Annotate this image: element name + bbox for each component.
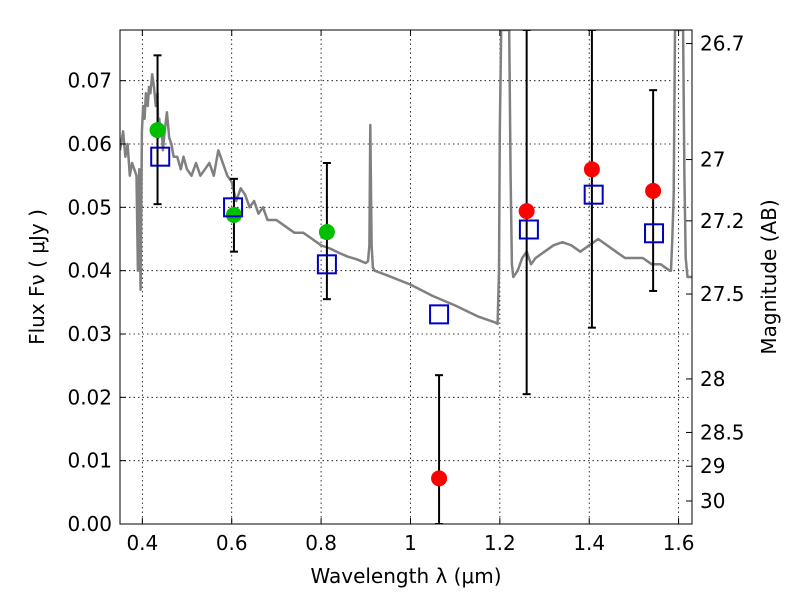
right-tick-label: 28: [700, 367, 725, 391]
y-tick-label: 0.06: [67, 132, 112, 156]
y-tick-label: 0.04: [67, 259, 112, 283]
x-tick-label: 1.2: [484, 531, 516, 555]
errorbar-layer: [153, 30, 658, 524]
y-tick-label: 0.03: [67, 322, 112, 346]
grid-layer: [120, 30, 692, 525]
y-axis-label: Flux Fν ( μJy ): [25, 209, 49, 345]
photometry-point: [225, 206, 242, 223]
x-tick-label: 1.4: [573, 531, 605, 555]
ticks-layer: 0.4 0.6 0.8 1 1.2 1.4 1.6 0.00 0.01 0.02 0.03 0.04 0…: [67, 30, 745, 555]
x-tick-label: 0.6: [216, 531, 248, 555]
x-tick-label: 0.4: [126, 531, 158, 555]
y-tick-label: 0.05: [67, 195, 112, 219]
right-tick-label: 26.7: [700, 32, 745, 56]
photometry-point: [318, 224, 335, 241]
x-tick-label: 1.6: [663, 531, 695, 555]
photometry-point: [431, 470, 448, 487]
model-flux-square: [429, 304, 450, 325]
y-tick-label: 0.02: [67, 385, 112, 409]
plot-frame: [119, 29, 693, 525]
model-flux-square: [223, 197, 244, 218]
right-tick-label: 29: [700, 454, 725, 478]
right-tick-label: 27.2: [700, 209, 745, 233]
right-tick-label: 28.5: [700, 420, 745, 444]
model-flux-square: [518, 219, 539, 240]
y-tick-label: 0.00: [67, 512, 112, 536]
photometry-point: [645, 182, 662, 199]
photometry-point: [518, 203, 535, 220]
model-flux-square: [150, 146, 171, 167]
model-flux-square: [583, 184, 604, 205]
marker-layer: [149, 122, 665, 487]
plot-area: [120, 30, 692, 524]
right-tick-label: 27: [700, 148, 725, 172]
sed-model-curve: [120, 30, 692, 326]
y-tick-label: 0.07: [67, 69, 112, 93]
photometry-point: [583, 161, 600, 178]
y-tick-label: 0.01: [67, 449, 112, 473]
photometry-point: [149, 122, 166, 139]
model-flux-square: [316, 254, 337, 275]
sed-curve-layer: [120, 30, 692, 326]
right-tick-label: 27.5: [700, 282, 745, 306]
x-tick-label: 1: [404, 531, 417, 555]
right-axis-label: Magnitude (AB): [757, 199, 781, 354]
model-flux-square: [644, 223, 665, 244]
x-axis-label: Wavelength λ (μm): [310, 564, 501, 588]
right-tick-label: 30: [700, 489, 725, 513]
x-tick-label: 0.8: [305, 531, 337, 555]
